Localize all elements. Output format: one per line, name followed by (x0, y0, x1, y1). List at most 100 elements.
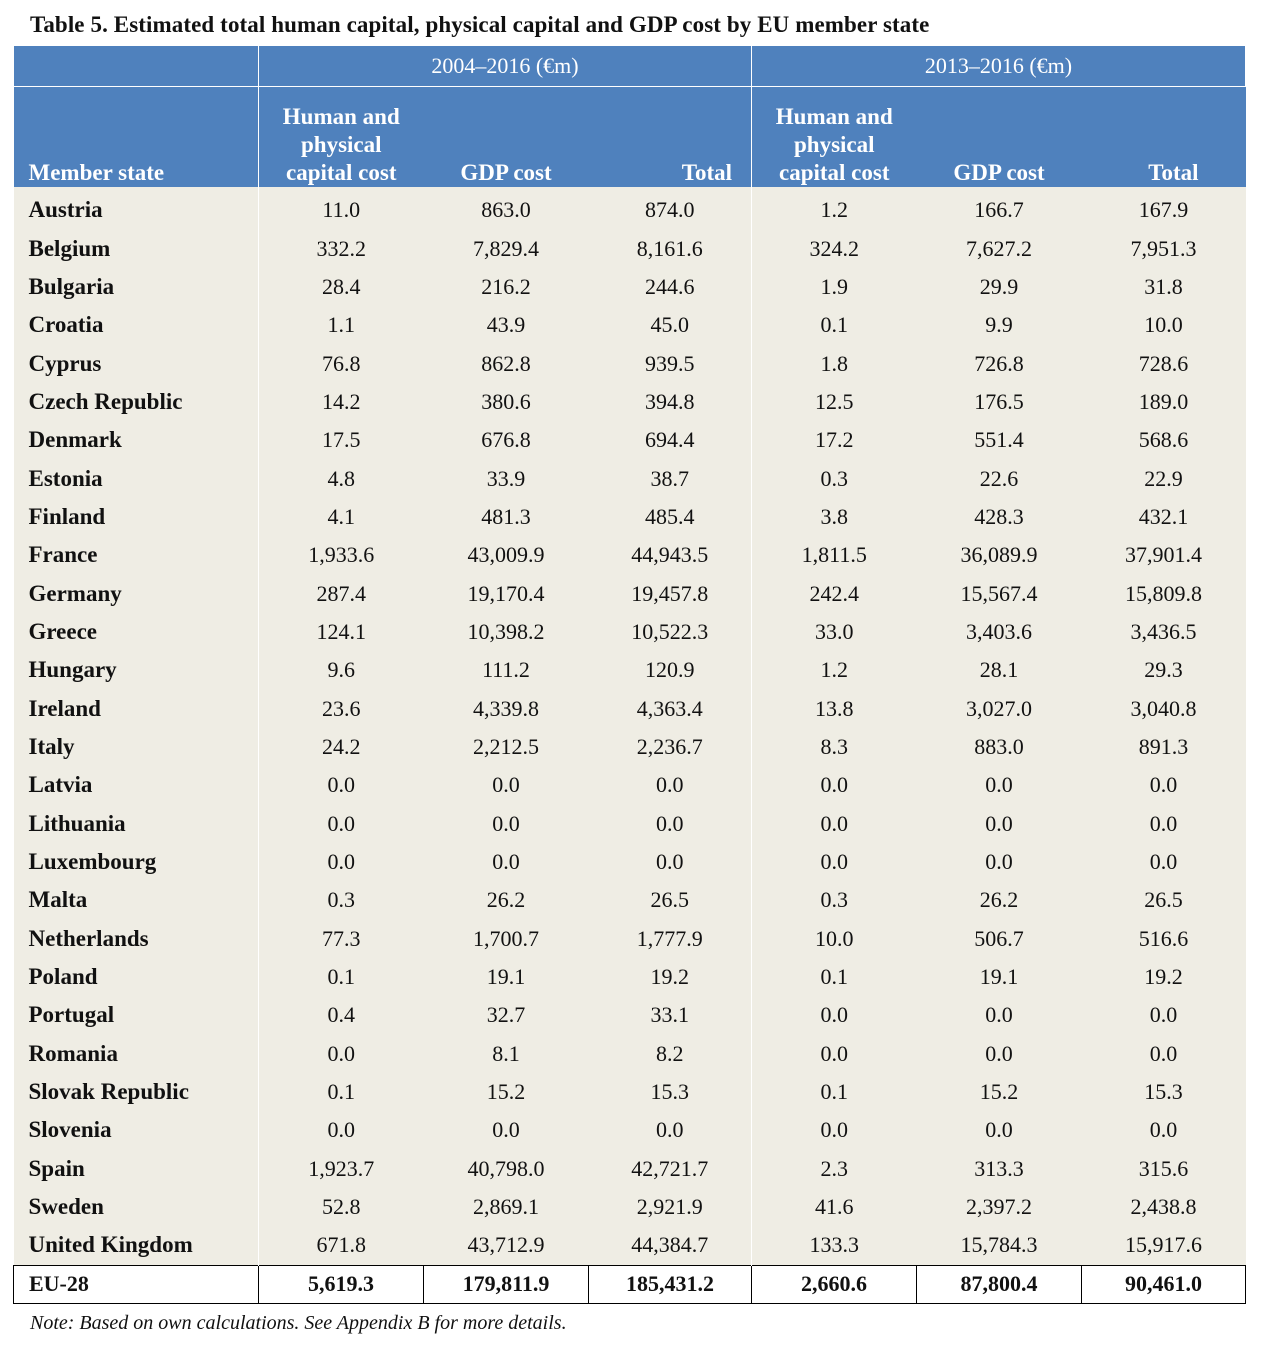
value-cell: 862.8 (423, 344, 589, 383)
member-state-name: Ireland (13, 689, 259, 728)
value-cell: 32.7 (423, 996, 589, 1035)
total-row-name: EU-28 (13, 1264, 259, 1304)
member-state-name: Czech Republic (13, 382, 259, 422)
value-cell: 0.0 (423, 1111, 589, 1150)
value-cell: 15.3 (1081, 1072, 1246, 1112)
value-cell: 166.7 (916, 187, 1082, 230)
value-cell: 0.0 (751, 766, 917, 805)
value-cell: 1,933.6 (258, 536, 424, 575)
value-cell: 15,917.6 (1081, 1226, 1246, 1266)
value-cell: 33.9 (423, 459, 589, 498)
table-row: France 1,933.6 43,009.9 44,943.5 1,811.5 36,0… (13, 536, 1246, 575)
member-state-name: Luxembourg (13, 842, 259, 882)
value-cell: 0.0 (916, 804, 1082, 843)
value-cell: 8.3 (751, 727, 917, 767)
value-cell: 0.0 (916, 996, 1082, 1035)
value-cell: 10,398.2 (423, 612, 589, 652)
value-cell: 38.7 (588, 459, 752, 498)
table-row: Greece 124.1 10,398.2 10,522.3 33.0 3,403.6 3,… (13, 612, 1246, 652)
period-header-2004-2016: 2004–2016 (€m) (258, 46, 752, 87)
value-cell: 728.6 (1081, 344, 1246, 383)
value-cell: 22.9 (1081, 459, 1246, 498)
value-cell: 15,567.4 (916, 574, 1082, 613)
value-cell: 40,798.0 (423, 1149, 589, 1188)
value-cell: 676.8 (423, 421, 589, 460)
value-cell: 0.0 (588, 804, 752, 843)
value-cell: 3,403.6 (916, 612, 1082, 652)
value-cell: 28.4 (258, 267, 424, 307)
value-cell: 1,700.7 (423, 919, 589, 958)
value-cell: 0.0 (751, 1034, 917, 1073)
value-cell: 17.5 (258, 421, 424, 460)
value-cell: 481.3 (423, 497, 589, 537)
value-cell: 0.0 (916, 1111, 1082, 1150)
member-state-name: Netherlands (13, 919, 259, 958)
table-body: Austria 11.0 863.0 874.0 1.2 166.7 167.9 Belgiu… (13, 187, 1246, 1266)
value-cell: 22.6 (916, 459, 1082, 498)
value-cell: 15,809.8 (1081, 574, 1246, 613)
col-header-total: Total (1081, 86, 1246, 187)
value-cell: 167.9 (1081, 187, 1246, 230)
value-cell: 29.9 (916, 267, 1082, 307)
value-cell: 4,339.8 (423, 689, 589, 728)
value-cell: 0.0 (588, 842, 752, 882)
value-cell: 883.0 (916, 727, 1082, 767)
value-cell: 133.3 (751, 1226, 917, 1266)
value-cell: 0.0 (423, 842, 589, 882)
value-cell: 568.6 (1081, 421, 1246, 460)
value-cell: 726.8 (916, 344, 1082, 383)
value-cell: 10,522.3 (588, 612, 752, 652)
value-cell: 2,236.7 (588, 727, 752, 767)
table-row: Estonia 4.8 33.9 38.7 0.3 22.6 22.9 (13, 459, 1246, 498)
value-cell: 17.2 (751, 421, 917, 460)
value-cell: 43.9 (423, 306, 589, 345)
value-cell: 33.1 (588, 996, 752, 1035)
value-cell: 76.8 (258, 344, 424, 383)
value-cell: 2,869.1 (423, 1187, 589, 1227)
value-cell: 694.4 (588, 421, 752, 460)
value-cell: 36,089.9 (916, 536, 1082, 575)
value-cell: 2,438.8 (1081, 1187, 1246, 1227)
table-row: United Kingdom 671.8 43,712.9 44,384.7 133.3… (13, 1226, 1246, 1266)
value-cell: 432.1 (1081, 497, 1246, 537)
value-cell: 42,721.7 (588, 1149, 752, 1188)
table-row: Germany 287.4 19,170.4 19,457.8 242.4 15,567.… (13, 574, 1246, 613)
member-state-name: Latvia (13, 766, 259, 805)
value-cell: 1.1 (258, 306, 424, 345)
value-cell: 11.0 (258, 187, 424, 230)
value-cell: 1.8 (751, 344, 917, 383)
value-cell: 332.2 (258, 229, 424, 268)
table-row: Spain 1,923.7 40,798.0 42,721.7 2.3 313.3 315.… (13, 1149, 1246, 1188)
member-state-name: Germany (13, 574, 259, 613)
value-cell: 324.2 (751, 229, 917, 268)
table-row: Luxembourg 0.0 0.0 0.0 0.0 0.0 0.0 (13, 842, 1246, 882)
value-cell: 0.0 (588, 1111, 752, 1150)
table-row: Italy 24.2 2,212.5 2,236.7 8.3 883.0 891.3 (13, 727, 1246, 767)
value-cell: 28.1 (916, 651, 1082, 690)
value-cell: 176.5 (916, 382, 1082, 422)
data-table: 2004–2016 (€m) 2013–2016 (€m) Member sta… (13, 46, 1246, 1304)
member-state-name: Slovak Republic (13, 1072, 259, 1112)
value-cell: 863.0 (423, 187, 589, 230)
table-row: Netherlands 77.3 1,700.7 1,777.9 10.0 506.7 51… (13, 919, 1246, 958)
value-cell: 0.0 (1081, 996, 1246, 1035)
value-cell: 516.6 (1081, 919, 1246, 958)
value-cell: 4,363.4 (588, 689, 752, 728)
value-cell: 2.3 (751, 1149, 917, 1188)
value-cell: 0.1 (258, 957, 424, 997)
value-cell: 2,921.9 (588, 1187, 752, 1227)
member-state-name: Italy (13, 727, 259, 767)
col-header-member-state: Member state (13, 86, 259, 187)
value-cell: 8.1 (423, 1034, 589, 1073)
value-cell: 891.3 (1081, 727, 1246, 767)
value-cell: 44,384.7 (588, 1226, 752, 1266)
total-row: EU-28 5,619.3 179,811.9 185,431.2 2,660.… (13, 1264, 1246, 1304)
member-state-name: Denmark (13, 421, 259, 460)
value-cell: 43,009.9 (423, 536, 589, 575)
value-cell: 551.4 (916, 421, 1082, 460)
value-cell: 19,170.4 (423, 574, 589, 613)
member-state-name: Spain (13, 1149, 259, 1188)
table-note: Note: Based on own calculations. See App… (30, 1312, 567, 1334)
value-cell: 0.3 (751, 459, 917, 498)
value-cell: 41.6 (751, 1187, 917, 1227)
